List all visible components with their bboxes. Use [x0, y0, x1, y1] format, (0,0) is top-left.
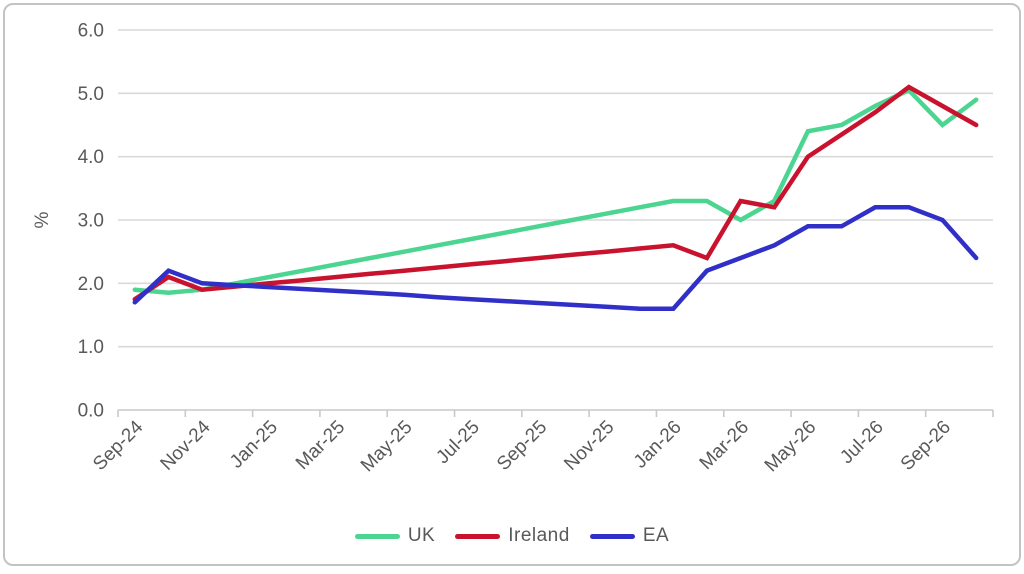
ireland-line-swatch — [455, 533, 501, 539]
svg-text:2.0: 2.0 — [78, 274, 104, 295]
svg-text:Sep-24: Sep-24 — [89, 416, 147, 474]
svg-text:Jan-26: Jan-26 — [630, 417, 686, 473]
svg-text:Jul-25: Jul-25 — [432, 417, 483, 468]
svg-text:May-26: May-26 — [761, 417, 821, 477]
svg-text:Nov-24: Nov-24 — [157, 416, 215, 474]
svg-text:4.0: 4.0 — [78, 147, 104, 168]
uk-line-swatch — [354, 533, 400, 539]
chart-outer-frame — [3, 3, 1021, 566]
svg-text:Jan-25: Jan-25 — [226, 417, 282, 473]
legend-label-uk: UK — [407, 525, 436, 546]
svg-text:Nov-25: Nov-25 — [560, 417, 618, 475]
legend-item-ea: EA — [589, 525, 670, 547]
svg-text:Mar-25: Mar-25 — [292, 417, 349, 474]
legend-label-ea: EA — [642, 525, 670, 546]
chart-legend: UK Ireland EA — [0, 519, 1024, 553]
svg-text:%: % — [32, 211, 53, 228]
ea-line-swatch — [589, 533, 635, 539]
legend-item-ireland: Ireland — [455, 525, 570, 547]
legend-label-ireland: Ireland — [508, 525, 570, 546]
svg-text:1.0: 1.0 — [78, 337, 104, 358]
svg-text:May-25: May-25 — [357, 417, 417, 477]
svg-text:Sep-26: Sep-26 — [897, 417, 955, 475]
svg-text:Mar-26: Mar-26 — [696, 417, 753, 474]
legend-item-uk: UK — [354, 525, 436, 547]
svg-text:6.0: 6.0 — [78, 21, 104, 42]
svg-text:0.0: 0.0 — [78, 401, 104, 422]
svg-text:5.0: 5.0 — [78, 84, 104, 105]
svg-text:Sep-25: Sep-25 — [493, 417, 551, 475]
svg-text:Jul-26: Jul-26 — [836, 417, 887, 468]
svg-text:3.0: 3.0 — [78, 211, 104, 232]
